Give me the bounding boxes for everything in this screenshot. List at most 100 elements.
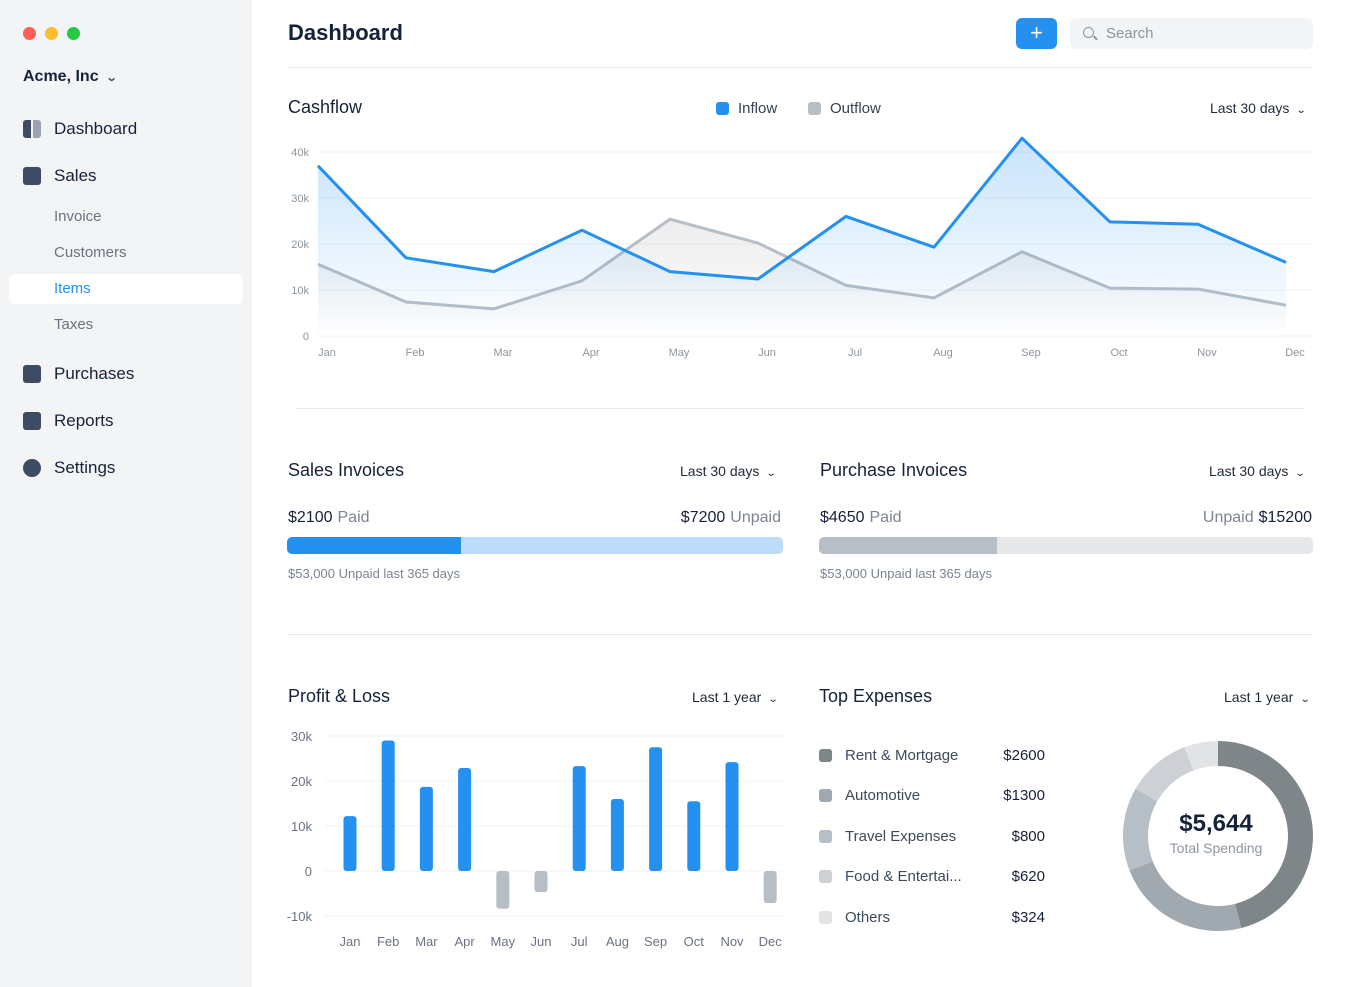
x-tick-label: Aug: [933, 347, 953, 359]
chevron-down-icon: ⌄: [1295, 468, 1307, 479]
dashboard-icon: [23, 120, 41, 138]
profit-loss-range-select[interactable]: Last 1 year ⌄: [692, 689, 779, 705]
x-tick-label: Nov: [720, 934, 744, 949]
purchase-note: $53,000 Unpaid last 365 days: [820, 566, 993, 581]
sidebar-subitem-taxes[interactable]: Taxes: [54, 316, 94, 333]
expense-swatch: [819, 870, 832, 883]
expense-item: Automotive $1300: [819, 786, 1049, 806]
purchase-paid: $4650 Paid: [820, 509, 902, 527]
expense-label: Automotive: [845, 787, 921, 804]
bar-aug: [610, 799, 624, 871]
profit-loss-title: Profit & Loss: [288, 686, 391, 706]
purchases-icon: [23, 365, 41, 383]
x-tick-label: Mar: [494, 347, 513, 359]
divider: [288, 67, 1313, 68]
donut-center: $5,644 Total Spending: [1140, 810, 1292, 856]
sidebar-item-dashboard[interactable]: Dashboard: [23, 119, 137, 139]
expense-value: $620: [1011, 868, 1045, 885]
total-spending-value: $5,644: [1179, 810, 1253, 837]
add-button[interactable]: +: [1016, 18, 1057, 49]
expense-swatch: [819, 910, 832, 924]
sales-progress-bar: [287, 537, 783, 554]
cashflow-title: Cashflow: [288, 97, 363, 117]
x-tick-label: Feb: [406, 347, 425, 359]
close-window-button[interactable]: [23, 27, 36, 40]
expense-value: $2600: [1003, 746, 1045, 764]
sidebar-subitem-customers[interactable]: Customers: [54, 244, 127, 261]
y-tick-label: 20k: [291, 774, 312, 789]
range-label: Last 30 days: [680, 463, 760, 479]
expense-item: Rent & Mortgage $2600: [819, 745, 1049, 765]
x-tick-label: Jan: [318, 347, 336, 359]
divider: [288, 634, 1313, 635]
cashflow-range-select[interactable]: Last 30 days ⌄: [1210, 100, 1307, 116]
bar-oct: [687, 801, 701, 871]
bar-may: [496, 871, 510, 909]
x-tick-label: Oct: [684, 934, 705, 949]
company-switcher[interactable]: Acme, Inc ⌄: [23, 68, 117, 86]
legend-label: Outflow: [830, 100, 881, 117]
x-tick-label: Dec: [1285, 347, 1305, 359]
bar-dec: [763, 871, 777, 903]
sidebar-subitem-items[interactable]: Items: [9, 274, 243, 304]
x-tick-label: Jan: [340, 934, 361, 949]
bar-apr: [458, 767, 472, 871]
purchase-range-select[interactable]: Last 30 days ⌄: [1209, 463, 1307, 479]
expense-item: Others $324: [819, 907, 1049, 927]
sidebar-item-reports[interactable]: Reports: [23, 411, 114, 431]
expense-label: Food & Entertai...: [845, 868, 962, 885]
chevron-down-icon: ⌄: [1300, 694, 1311, 705]
sidebar-item-label: Purchases: [54, 364, 135, 383]
legend-inflow: Inflow: [716, 100, 777, 117]
x-tick-label: Jul: [848, 347, 862, 359]
x-tick-label: Apr: [454, 934, 475, 949]
x-tick-label: Dec: [759, 934, 783, 949]
x-tick-label: Jun: [531, 934, 552, 949]
amount-label: Unpaid: [1202, 509, 1254, 526]
sales-paid: $2100 Paid: [288, 509, 370, 527]
sidebar-item-sales[interactable]: Sales: [23, 166, 97, 186]
y-tick-label: 10k: [291, 819, 312, 834]
range-label: Last 30 days: [1209, 463, 1289, 479]
legend-label: Inflow: [738, 100, 778, 117]
x-tick-label: May: [669, 347, 690, 359]
sidebar-item-settings[interactable]: Settings: [23, 458, 115, 478]
y-tick-label: 30k: [291, 193, 309, 205]
outflow-swatch: [808, 102, 821, 115]
expense-value: $1300: [1003, 787, 1045, 804]
purchase-paid-fill: [819, 537, 997, 554]
sidebar: Acme, Inc ⌄ Dashboard Sales Invoice Custo…: [0, 0, 252, 987]
y-tick-label: 10k: [291, 285, 309, 297]
minimize-window-button[interactable]: [45, 27, 58, 40]
range-label: Last 1 year: [692, 689, 762, 705]
y-tick-label: 0: [303, 331, 309, 343]
amount-label: Unpaid: [730, 509, 781, 526]
expense-item: Travel Expenses $800: [819, 826, 1049, 846]
search-input[interactable]: Search: [1070, 18, 1313, 49]
total-spending-label: Total Spending: [1169, 840, 1263, 856]
maximize-window-button[interactable]: [67, 27, 80, 40]
sales-range-select[interactable]: Last 30 days ⌄: [680, 463, 777, 479]
series-line-inflow: [316, 136, 1287, 281]
expense-item: Food & Entertai... $620: [819, 867, 1049, 887]
sales-paid-fill: [287, 537, 461, 554]
amount: $7200: [680, 509, 726, 526]
sidebar-item-label: Reports: [54, 411, 114, 430]
sidebar-item-label: Settings: [54, 458, 116, 477]
x-tick-label: Feb: [377, 934, 399, 949]
bar-nov: [725, 762, 739, 871]
expense-value: $324: [1011, 908, 1045, 926]
x-tick-label: Sep: [1021, 347, 1041, 359]
inflow-swatch: [716, 102, 729, 115]
expense-swatch: [819, 829, 832, 843]
sidebar-item-purchases[interactable]: Purchases: [23, 364, 134, 384]
x-tick-label: Oct: [1110, 347, 1127, 359]
donut-slice: [1218, 741, 1313, 929]
x-tick-label: Jul: [571, 934, 588, 949]
top-expenses-range-select[interactable]: Last 1 year ⌄: [1224, 689, 1311, 705]
purchase-invoices-title: Purchase Invoices: [820, 460, 968, 480]
sidebar-item-label: Sales: [54, 166, 97, 185]
amount-label: Paid: [337, 509, 370, 526]
sidebar-subitem-invoice[interactable]: Invoice: [54, 208, 102, 225]
top-expenses-title: Top Expenses: [819, 686, 933, 706]
